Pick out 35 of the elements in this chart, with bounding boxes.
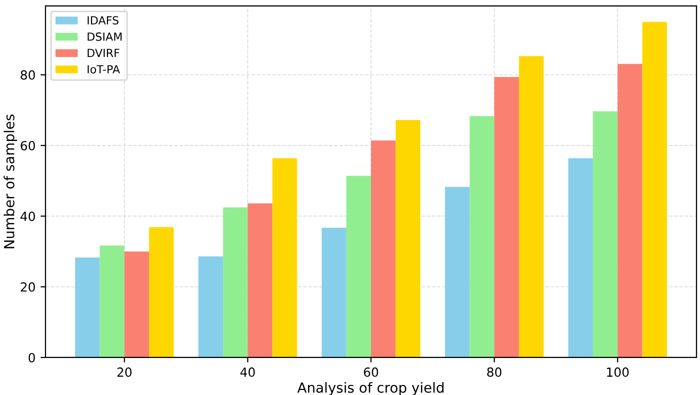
- x-tick-label: 80: [487, 367, 502, 377]
- legend-label: IDAFS: [88, 16, 118, 25]
- bar: [223, 207, 248, 358]
- legend-label: DVIRF: [88, 48, 120, 57]
- bar: [149, 227, 174, 358]
- bar: [248, 203, 272, 358]
- bar: [470, 116, 494, 358]
- bar: [322, 228, 346, 358]
- legend-label: DSIAM: [88, 32, 122, 41]
- y-axis-title: Number of samples: [4, 114, 18, 248]
- bar: [642, 22, 667, 358]
- bar: [272, 158, 298, 358]
- y-tick-label: 80: [20, 70, 35, 80]
- bar: [371, 140, 396, 358]
- x-tick-label: 100: [607, 367, 629, 377]
- x-tick-label: 60: [364, 367, 378, 377]
- y-tick-label: 40: [20, 212, 35, 222]
- y-tick-label: 20: [20, 282, 35, 292]
- bar: [124, 251, 150, 358]
- x-tick-label: 40: [240, 367, 255, 377]
- bar: [396, 120, 420, 358]
- y-tick-label: 0: [28, 352, 35, 362]
- bar: [592, 111, 618, 358]
- legend-label: IoT-PA: [88, 65, 120, 74]
- bar: [100, 245, 124, 358]
- bar: [346, 176, 371, 358]
- bar: [568, 158, 593, 358]
- bar: [75, 257, 100, 358]
- bar: [444, 186, 470, 358]
- bar: [518, 56, 544, 358]
- x-tick-label: 20: [117, 367, 132, 377]
- y-tick-label: 60: [20, 140, 35, 150]
- bar: [494, 76, 519, 358]
- bar: [198, 256, 224, 358]
- bar: [618, 64, 642, 358]
